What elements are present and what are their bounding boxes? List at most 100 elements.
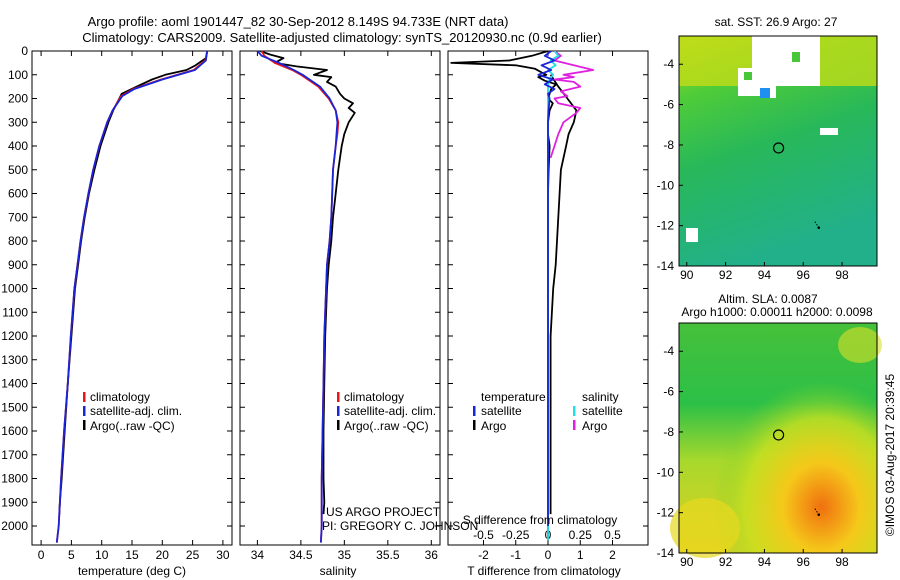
salinity-xlabel: salinity [320,564,357,578]
sst-green-pixel [792,52,800,62]
x-tick-label: 35.5 [376,548,400,562]
map-y-tick-label: -10 [657,178,675,192]
depth-tick-label: 1600 [1,424,28,438]
credit-project: US ARGO PROJECT [326,505,441,519]
sst-map-frame [678,35,878,267]
difference-lines [450,51,595,541]
salinity-panel: 34 34.5 35 35.5 36 salinity climatology sate… [239,50,478,578]
sst-map-title: sat. SST: 26.9 Argo: 27 [715,15,838,29]
s-difference-xlabel: S difference from climatology [463,513,618,527]
legend-climatology: climatology [90,390,150,404]
salinity-legend: climatology satellite-adj. clim. Argo(..… [337,390,436,433]
salinity-x-ticks: 34 34.5 35 35.5 36 [251,51,438,562]
depth-tick-label: 1400 [1,377,28,391]
map-x-tick-label: 98 [835,268,849,282]
depth-tick-label: 1900 [1,495,28,509]
depth-tick-label: 1300 [1,353,28,367]
s-tick-label: -0.5 [473,528,494,542]
legend-swatch-satellite-adj-2 [337,406,340,416]
legend-sal-satellite: satellite [582,404,623,418]
series-line [549,51,595,159]
depth-tick-label: 0 [21,44,28,58]
map-y-tick-label: -4 [663,344,674,358]
series-line [259,51,356,515]
s-tick-label: 0.25 [569,528,593,542]
difference-y-ticks [448,50,648,527]
legend-swatch-argo-2 [337,420,340,430]
depth-tick-label: 1100 [2,305,28,319]
depth-tick-label: 800 [8,234,28,248]
depth-tick-label: 1800 [1,472,28,486]
x-tick-label: 0 [38,548,45,562]
temperature-panel: 0100200300400500600700800900100011001200… [1,44,233,578]
depth-tick-label: 300 [8,115,28,129]
depth-tick-label: 1200 [1,329,28,343]
legend-diff-sal-header: salinity [582,390,619,404]
legend-swatch-sal-satellite [573,406,576,416]
legend-satellite-adj-2: satellite-adj. clim. [344,404,436,418]
depth-tick-label: 700 [8,210,28,224]
series-line [55,51,209,543]
depth-tick-label: 400 [8,139,28,153]
map-y-tick-label: -14 [657,546,675,560]
x-tick-label: -1 [510,548,521,562]
t-difference-xlabel: T difference from climatology [467,564,621,578]
sst-cloud-patch [820,128,838,135]
map-x-tick-label: 90 [680,555,694,569]
legend-swatch-temp-satellite [473,406,476,416]
map-x-tick-label: 98 [835,555,849,569]
legend-argo: Argo(..raw -QC) [90,419,175,433]
x-tick-label: 0 [545,548,552,562]
depth-tick-label: 2000 [1,519,28,533]
difference-legend: temperature salinity satellite satellite… [473,390,623,433]
legend-argo-2: Argo(..raw -QC) [344,419,429,433]
map-y-tick-label: -8 [663,138,674,152]
map-y-tick-label: -4 [663,57,674,71]
x-tick-label: 30 [216,548,230,562]
map-x-tick-label: 92 [719,268,733,282]
legend-satellite-adj: satellite-adj. clim. [90,404,182,418]
map-y-tick-label: -6 [663,98,674,112]
map-x-tick-label: 92 [719,555,733,569]
legend-climatology-2: climatology [344,390,404,404]
sla-map-frame [678,322,878,554]
map-x-tick-label: 96 [797,268,811,282]
sst-map-marks [772,142,821,229]
argo-position-marker [772,429,785,441]
map-x-tick-label: 96 [797,555,811,569]
sla-map-marks [772,429,821,516]
sla-map-panel: Altim. SLA: 0.0087 Argo h1000: 0.00011 h… [657,292,882,569]
map-x-tick-label: 94 [758,555,772,569]
x-tick-label: 34 [251,548,265,562]
x-tick-label: 15 [125,548,139,562]
map-y-tick-label: -12 [657,506,675,520]
sst-cloud-patch [686,228,698,242]
x-tick-label: 35 [338,548,352,562]
legend-swatch-climatology-2 [337,392,340,402]
legend-diff-temp-header: temperature [481,390,546,404]
map-y-tick-label: -6 [663,385,674,399]
difference-x-ticks: -2 -1 0 1 2 [478,51,616,562]
legend-swatch-climatology [83,392,86,402]
series-line [58,51,209,515]
x-tick-label: 2 [609,548,616,562]
sla-yellow-patch [838,327,882,363]
trajectory-end-point [817,226,821,229]
title-line-2: Climatology: CARS2009. Satellite-adjuste… [82,30,602,45]
argo-position-marker [772,142,785,154]
salinity-axes-frame [239,50,441,546]
sst-cloud-patch [800,44,808,52]
series-line [537,51,556,526]
map-y-tick-label: -12 [657,219,675,233]
depth-tick-label: 1500 [1,400,28,414]
temperature-xlabel: temperature (deg C) [78,564,186,578]
legend-swatch-sal-argo [573,420,576,430]
s-tick-label: 0.5 [604,528,621,542]
series-line [256,51,339,543]
sla-map-subtitle: Argo h1000: 0.00011 h2000: 0.0098 [681,305,873,319]
legend-sal-argo: Argo [582,419,608,433]
title-line-1: Argo profile: aoml 1901447_82 30-Sep-201… [88,14,509,29]
sst-cold-pixel [760,88,770,98]
x-tick-label: -2 [478,548,489,562]
